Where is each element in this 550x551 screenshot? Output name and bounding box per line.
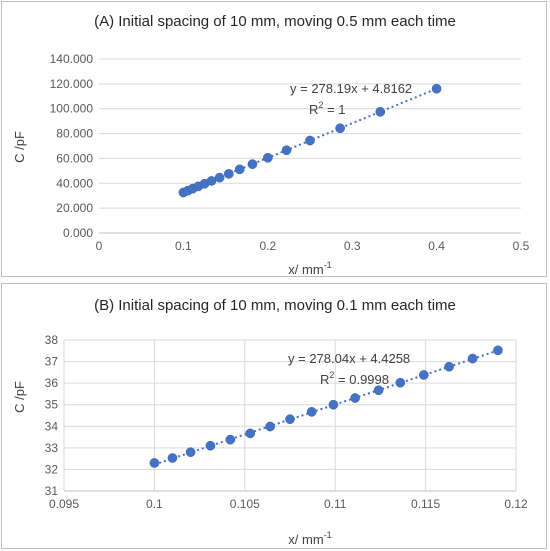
chart-b-data-point: [245, 428, 256, 439]
chart-panel-b: (B) Initial spacing of 10 mm, moving 0.1…: [1, 283, 547, 549]
chart-b-data-point: [285, 414, 295, 425]
chart-b-y-tick-label: 38: [45, 333, 59, 347]
chart-b-data-point: [149, 458, 160, 468]
chart-a-xlabel-sup: -1: [324, 260, 332, 270]
chart-a-data-point: [223, 168, 234, 179]
chart-a-xlabel-text: x/ mm: [288, 262, 323, 277]
chart-b-xlabel: x/ mm-1: [288, 530, 331, 547]
chart-b-data-point: [328, 399, 339, 410]
chart-a-y-tick-label: 120.000: [50, 77, 94, 91]
chart-a-data-point: [305, 135, 315, 146]
chart-b-equation: y = 278.04x + 4.4258: [288, 351, 410, 366]
chart-a-x-tick-label: 0.5: [513, 239, 530, 253]
chart-b-data-point: [265, 421, 275, 432]
chart-a-data-point: [431, 83, 442, 94]
chart-a-data-point: [247, 159, 258, 169]
chart-b-data-point: [350, 393, 360, 403]
chart-a-points: [178, 83, 442, 198]
chart-b-data-point: [395, 377, 406, 388]
chart-b-r2: R2 = 0.9998: [320, 370, 389, 387]
chart-b-data-point: [467, 353, 478, 364]
chart-b-x-tick-label: 0.11: [324, 497, 347, 511]
chart-b-xlabel-text: x/ mm: [288, 532, 323, 547]
chart-a-r2: R2 = 1: [309, 100, 345, 117]
chart-a-y-tick-label: 140.000: [50, 52, 94, 66]
chart-b-y-tick-label: 31: [45, 484, 59, 498]
chart-a-data-point: [214, 172, 225, 183]
chart-b-data-point: [167, 453, 178, 463]
chart-b-data-point: [306, 406, 317, 417]
chart-a-ylabel: C /pF: [12, 131, 27, 163]
chart-b-svg: (B) Initial spacing of 10 mm, moving 0.1…: [12, 297, 528, 547]
chart-a-svg: (A) Initial spacing of 10 mm, moving 0.5…: [12, 13, 530, 277]
chart-a-data-point: [375, 106, 386, 117]
chart-b-y-tick-label: 35: [45, 398, 59, 412]
chart-b-y-tick-label: 33: [45, 441, 59, 455]
chart-b-data-point: [225, 434, 236, 445]
chart-b-title: (B) Initial spacing of 10 mm, moving 0.1…: [94, 297, 456, 314]
chart-b-r2-label: R: [320, 372, 329, 387]
chart-b-y-tick-label: 32: [45, 462, 59, 476]
chart-b-data-point: [185, 447, 196, 458]
chart-a-x-tick-label: 0.1: [175, 239, 192, 253]
chart-b-r2-value: = 0.9998: [334, 372, 389, 387]
chart-a-y-tick-label: 20.000: [56, 201, 93, 215]
chart-a-y-tick-label: 60.000: [56, 151, 93, 165]
chart-b-y-tick-label: 37: [45, 355, 59, 369]
chart-a-title: (A) Initial spacing of 10 mm, moving 0.5…: [94, 13, 456, 30]
chart-b-data-point: [444, 361, 454, 372]
chart-a-y-tick-label: 40.000: [56, 176, 93, 190]
chart-b-points: [149, 345, 503, 468]
chart-b-x-tick-label: 0.095: [49, 497, 79, 511]
chart-b-y-tick-label: 34: [45, 419, 59, 433]
chart-b-data-point: [418, 370, 429, 380]
chart-a-x-tick-label: 0: [96, 239, 103, 253]
chart-a-x-tick-label: 0.2: [259, 239, 276, 253]
chart-a-r2-value: = 1: [323, 102, 345, 117]
chart-a-y-tick-label: 80.000: [56, 127, 93, 141]
chart-b-data-point: [373, 385, 384, 396]
chart-a-data-point: [206, 176, 217, 186]
chart-b-x-tick-label: 0.1: [146, 497, 163, 511]
chart-a-x-tick-label: 0.4: [428, 239, 445, 253]
chart-b-ylabel: C /pF: [12, 381, 27, 413]
chart-b-x-tick-label: 0.105: [230, 497, 260, 511]
chart-b-grid: [63, 339, 517, 492]
chart-a-y-tick-label: 0.000: [63, 226, 93, 240]
chart-a-grid: [99, 58, 521, 234]
chart-a-data-point: [262, 152, 273, 163]
chart-b-x-tick-label: 0.12: [504, 497, 528, 511]
chart-a-r2-label: R: [309, 102, 318, 117]
chart-b-data-point: [493, 345, 503, 356]
chart-panel-a: (A) Initial spacing of 10 mm, moving 0.5…: [1, 1, 547, 277]
chart-a-xlabel: x/ mm-1: [288, 260, 331, 277]
chart-a-y-tick-label: 100.000: [50, 102, 94, 116]
chart-b-r2-sup: 2: [329, 370, 334, 380]
chart-b-x-tick-label: 0.115: [411, 497, 440, 511]
chart-a-r2-sup: 2: [318, 100, 323, 110]
chart-a-data-point: [234, 164, 245, 175]
chart-a-data-point: [281, 145, 292, 156]
chart-b-y-tick-label: 36: [45, 376, 59, 390]
chart-b-data-point: [205, 440, 216, 451]
chart-b-ticks: 31 32 33 34 35 36 37 38 0.095 0.1 0.105 0.11 0.115 0.…: [45, 333, 528, 511]
chart-a-equation: y = 278.19x + 4.8162: [290, 81, 412, 96]
chart-a-ticks: 0.000 20.000 40.000 60.000 80.000 100.000 120.…: [50, 52, 530, 253]
chart-b-xlabel-sup: -1: [324, 530, 332, 540]
chart-a-data-point: [335, 123, 345, 134]
chart-a-x-tick-label: 0.3: [344, 239, 361, 253]
